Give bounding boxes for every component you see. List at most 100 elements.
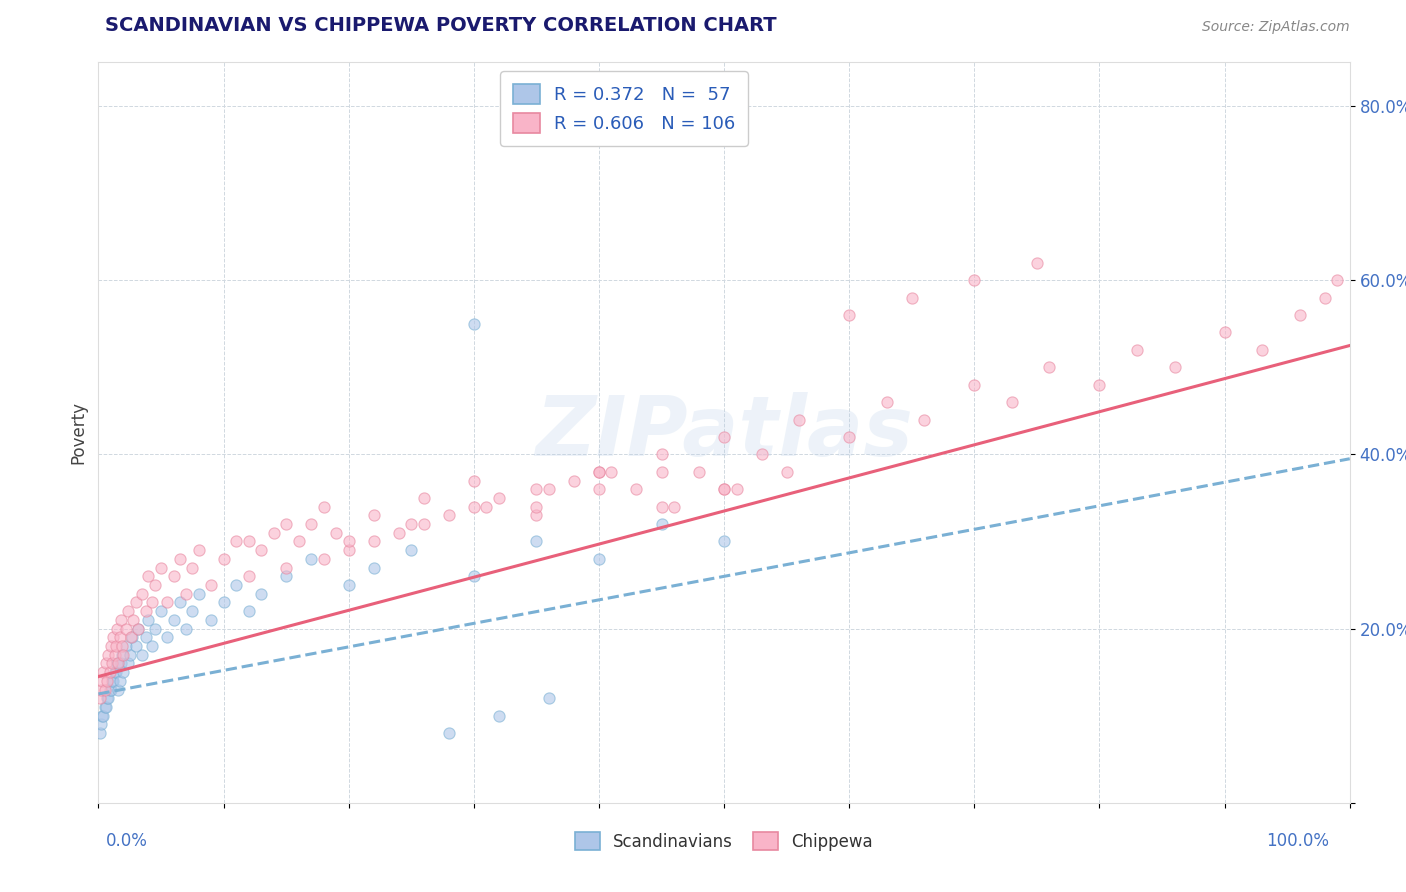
- Point: [110, 657, 132, 671]
- Point: [187, 587, 209, 601]
- Point: [93, 700, 115, 714]
- Point: [238, 604, 260, 618]
- Point: [463, 569, 485, 583]
- Point: [107, 682, 129, 697]
- Point: [463, 317, 485, 331]
- Point: [143, 622, 166, 636]
- Point: [1001, 395, 1024, 409]
- Point: [225, 534, 247, 549]
- Point: [98, 682, 121, 697]
- Point: [96, 691, 118, 706]
- Point: [650, 447, 672, 461]
- Point: [181, 604, 204, 618]
- Point: [111, 648, 134, 662]
- Point: [662, 500, 685, 514]
- Point: [96, 673, 118, 688]
- Point: [325, 525, 347, 540]
- Point: [104, 665, 127, 680]
- Point: [94, 657, 117, 671]
- Point: [93, 708, 115, 723]
- Point: [89, 726, 111, 740]
- Point: [94, 700, 117, 714]
- Point: [107, 657, 129, 671]
- Point: [141, 595, 163, 609]
- Point: [412, 491, 434, 505]
- Point: [141, 639, 163, 653]
- Point: [751, 447, 773, 461]
- Point: [138, 569, 160, 583]
- Point: [963, 273, 986, 287]
- Point: [91, 673, 114, 688]
- Point: [713, 430, 735, 444]
- Point: [105, 657, 128, 671]
- Point: [588, 552, 610, 566]
- Point: [363, 560, 385, 574]
- Point: [212, 552, 235, 566]
- Point: [1088, 377, 1111, 392]
- Point: [169, 552, 191, 566]
- Point: [105, 622, 128, 636]
- Point: [1326, 273, 1348, 287]
- Point: [1251, 343, 1274, 357]
- Point: [537, 482, 560, 496]
- Point: [250, 587, 273, 601]
- Point: [122, 613, 145, 627]
- Point: [150, 604, 173, 618]
- Point: [437, 508, 460, 523]
- Point: [650, 500, 672, 514]
- Point: [89, 691, 111, 706]
- Point: [900, 291, 922, 305]
- Point: [90, 717, 112, 731]
- Point: [274, 517, 298, 532]
- Point: [125, 639, 148, 653]
- Point: [97, 691, 120, 706]
- Point: [401, 543, 423, 558]
- Point: [713, 482, 735, 496]
- Point: [524, 482, 547, 496]
- Point: [299, 517, 322, 532]
- Point: [838, 430, 860, 444]
- Point: [688, 465, 710, 479]
- Point: [274, 560, 298, 574]
- Point: [156, 630, 179, 644]
- Point: [104, 648, 127, 662]
- Point: [127, 622, 149, 636]
- Point: [1288, 308, 1310, 322]
- Point: [787, 412, 810, 426]
- Point: [713, 534, 735, 549]
- Point: [118, 648, 141, 662]
- Point: [174, 622, 197, 636]
- Point: [838, 308, 860, 322]
- Point: [100, 639, 122, 653]
- Point: [111, 639, 134, 653]
- Point: [363, 508, 385, 523]
- Point: [131, 648, 153, 662]
- Point: [626, 482, 648, 496]
- Legend: Scandinavians, Chippewa: Scandinavians, Chippewa: [568, 825, 880, 857]
- Point: [537, 691, 560, 706]
- Point: [127, 622, 149, 636]
- Point: [250, 543, 273, 558]
- Point: [93, 665, 115, 680]
- Point: [200, 578, 222, 592]
- Point: [562, 474, 585, 488]
- Point: [108, 673, 131, 688]
- Point: [212, 595, 235, 609]
- Point: [388, 525, 411, 540]
- Point: [600, 465, 623, 479]
- Point: [150, 560, 173, 574]
- Point: [238, 569, 260, 583]
- Y-axis label: Poverty: Poverty: [69, 401, 87, 464]
- Point: [115, 622, 138, 636]
- Point: [1026, 256, 1049, 270]
- Point: [650, 465, 672, 479]
- Point: [263, 525, 285, 540]
- Point: [103, 673, 125, 688]
- Point: [1313, 291, 1336, 305]
- Point: [1213, 326, 1236, 340]
- Point: [488, 491, 510, 505]
- Point: [588, 482, 610, 496]
- Point: [650, 517, 672, 532]
- Point: [103, 630, 125, 644]
- Point: [120, 630, 142, 644]
